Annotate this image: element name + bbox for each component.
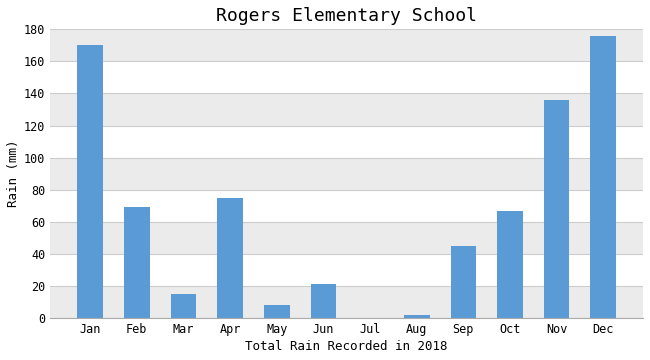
- Bar: [50, 254, 643, 286]
- X-axis label: Total Rain Recorded in 2018: Total Rain Recorded in 2018: [246, 340, 448, 353]
- Bar: [77, 45, 103, 318]
- Bar: [217, 198, 243, 318]
- Bar: [124, 207, 150, 318]
- Bar: [544, 100, 569, 318]
- Bar: [50, 94, 643, 126]
- Bar: [50, 190, 643, 222]
- Bar: [590, 36, 616, 318]
- Bar: [50, 29, 643, 61]
- Bar: [50, 61, 643, 94]
- Bar: [450, 246, 476, 318]
- Bar: [50, 222, 643, 254]
- Bar: [264, 305, 289, 318]
- Title: Rogers Elementary School: Rogers Elementary School: [216, 7, 477, 25]
- Bar: [404, 315, 430, 318]
- Bar: [50, 126, 643, 158]
- Bar: [497, 211, 523, 318]
- Bar: [311, 284, 336, 318]
- Bar: [50, 286, 643, 318]
- Bar: [170, 294, 196, 318]
- Y-axis label: Rain (mm): Rain (mm): [7, 140, 20, 207]
- Bar: [50, 158, 643, 190]
